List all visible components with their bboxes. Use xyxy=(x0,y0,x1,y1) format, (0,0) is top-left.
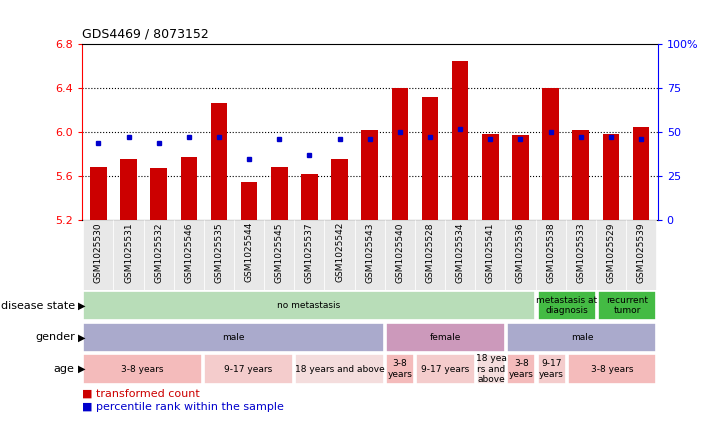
Bar xyxy=(90,168,107,220)
Text: GSM1025539: GSM1025539 xyxy=(636,222,646,283)
Bar xyxy=(385,220,415,290)
Text: GSM1025531: GSM1025531 xyxy=(124,222,133,283)
Text: GSM1025528: GSM1025528 xyxy=(425,222,434,283)
Bar xyxy=(331,159,348,220)
Bar xyxy=(204,220,234,290)
Text: GSM1025542: GSM1025542 xyxy=(335,222,344,283)
Bar xyxy=(210,102,228,220)
Text: GSM1025534: GSM1025534 xyxy=(456,222,465,283)
Bar xyxy=(264,220,294,290)
Text: 18 years and above: 18 years and above xyxy=(294,365,384,374)
Text: age: age xyxy=(54,364,75,374)
Text: 9-17 years: 9-17 years xyxy=(225,365,272,374)
Bar xyxy=(415,220,445,290)
Text: GDS4469 / 8073152: GDS4469 / 8073152 xyxy=(82,27,208,40)
Bar xyxy=(386,323,505,352)
Text: GSM1025545: GSM1025545 xyxy=(274,222,284,283)
Text: ▶: ▶ xyxy=(78,332,86,342)
Text: GSM1025540: GSM1025540 xyxy=(395,222,405,283)
Text: 3-8 years: 3-8 years xyxy=(121,365,164,374)
Text: ▶: ▶ xyxy=(78,364,86,374)
Bar xyxy=(445,220,475,290)
Text: 3-8 years: 3-8 years xyxy=(591,365,634,374)
Bar xyxy=(301,174,318,220)
Bar xyxy=(271,168,287,220)
Bar xyxy=(568,354,656,384)
Text: GSM1025530: GSM1025530 xyxy=(94,222,103,283)
Bar xyxy=(392,88,408,220)
Bar xyxy=(482,135,498,220)
Bar xyxy=(83,354,202,384)
Bar xyxy=(150,168,167,220)
Bar xyxy=(538,291,596,320)
Bar xyxy=(566,220,596,290)
Text: GSM1025538: GSM1025538 xyxy=(546,222,555,283)
Bar xyxy=(83,323,384,352)
Bar xyxy=(324,220,355,290)
Text: 3-8
years: 3-8 years xyxy=(387,360,412,379)
Text: GSM1025535: GSM1025535 xyxy=(215,222,223,283)
Bar xyxy=(538,354,565,384)
Bar xyxy=(204,354,293,384)
Text: female: female xyxy=(430,333,461,342)
Text: metastasis at
diagnosis: metastasis at diagnosis xyxy=(536,296,597,315)
Bar xyxy=(626,220,656,290)
Bar xyxy=(83,220,114,290)
Bar xyxy=(295,354,384,384)
Bar xyxy=(512,135,529,220)
Text: GSM1025546: GSM1025546 xyxy=(184,222,193,283)
Text: ▶: ▶ xyxy=(78,301,86,310)
Bar xyxy=(294,220,324,290)
Bar xyxy=(633,127,649,220)
Bar xyxy=(114,220,144,290)
Text: GSM1025537: GSM1025537 xyxy=(305,222,314,283)
Bar xyxy=(508,354,535,384)
Bar xyxy=(572,130,589,220)
Text: GSM1025536: GSM1025536 xyxy=(516,222,525,283)
Bar xyxy=(603,135,619,220)
Bar xyxy=(120,159,137,220)
Bar xyxy=(355,220,385,290)
Bar xyxy=(508,323,656,352)
Bar xyxy=(452,61,469,220)
Text: recurrent
tumor: recurrent tumor xyxy=(606,296,648,315)
Text: GSM1025543: GSM1025543 xyxy=(365,222,374,283)
Bar xyxy=(361,130,378,220)
Text: GSM1025541: GSM1025541 xyxy=(486,222,495,283)
Text: gender: gender xyxy=(35,332,75,342)
Text: 9-17 years: 9-17 years xyxy=(422,365,470,374)
Bar xyxy=(542,88,559,220)
Text: disease state: disease state xyxy=(1,301,75,310)
Bar xyxy=(422,97,438,220)
Bar xyxy=(181,157,197,220)
Text: male: male xyxy=(222,333,245,342)
Text: GSM1025544: GSM1025544 xyxy=(245,222,254,283)
Text: 3-8
years: 3-8 years xyxy=(509,360,534,379)
Bar xyxy=(598,291,656,320)
Bar xyxy=(596,220,626,290)
Bar xyxy=(506,220,535,290)
Bar xyxy=(417,354,475,384)
Text: no metastasis: no metastasis xyxy=(277,301,341,310)
Bar xyxy=(83,291,535,320)
Text: GSM1025532: GSM1025532 xyxy=(154,222,163,283)
Bar xyxy=(173,220,204,290)
Bar xyxy=(144,220,173,290)
Bar xyxy=(386,354,414,384)
Text: 18 yea
rs and
above: 18 yea rs and above xyxy=(476,354,506,384)
Bar xyxy=(241,181,257,220)
Bar xyxy=(234,220,264,290)
Text: male: male xyxy=(571,333,593,342)
Text: GSM1025529: GSM1025529 xyxy=(606,222,616,283)
Bar xyxy=(477,354,505,384)
Text: GSM1025533: GSM1025533 xyxy=(577,222,585,283)
Text: ■ percentile rank within the sample: ■ percentile rank within the sample xyxy=(82,402,284,412)
Text: ■ transformed count: ■ transformed count xyxy=(82,389,200,399)
Bar xyxy=(475,220,506,290)
Text: 9-17
years: 9-17 years xyxy=(539,360,564,379)
Bar xyxy=(535,220,566,290)
